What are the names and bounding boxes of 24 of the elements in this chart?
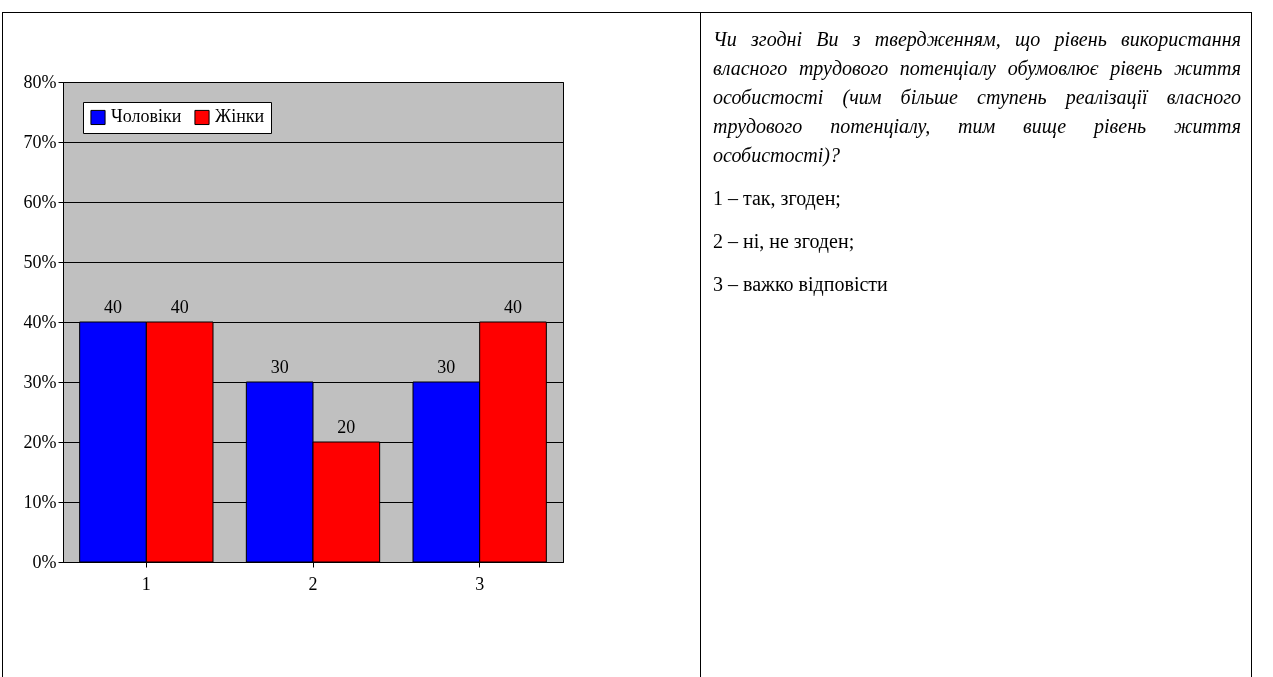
y-tick-label: 0% <box>32 551 57 572</box>
data-label: 30 <box>437 357 456 377</box>
text: 2 – ні, не згоден; <box>713 229 856 255</box>
x-tick-label: 2 <box>308 573 318 594</box>
y-tick-label: 70% <box>23 131 57 152</box>
text: Чи згодні Ви з твердженням, що рівень використання власного трудового потенціалу обумовлює рівень життя особистості (чим більше ступень реалізації власного трудового потенціалу, тим вище рівень життя особистості)? <box>713 27 1241 169</box>
y-tick-label: 20% <box>23 431 57 452</box>
y-tick-label: 30% <box>23 371 57 392</box>
y-tick-label: 50% <box>23 251 57 272</box>
legend-label: Жінки <box>215 106 265 127</box>
data-label: 30 <box>270 357 289 377</box>
data-label: 40 <box>170 297 189 317</box>
x-tick-label: 1 <box>141 573 151 594</box>
y-tick-label: 40% <box>23 311 57 332</box>
y-tick-label: 80% <box>23 71 57 92</box>
text: 3 – важко відповісти <box>713 272 889 298</box>
data-label: 40 <box>504 297 522 317</box>
text: 1 – так, згоден; <box>713 186 842 212</box>
data-label: 40 <box>104 297 122 317</box>
data-label: 20 <box>337 417 356 437</box>
y-tick-label: 10% <box>23 491 57 512</box>
legend-label: Чоловіки <box>111 106 182 127</box>
x-tick-label: 3 <box>475 573 485 594</box>
y-tick-label: 60% <box>23 191 57 212</box>
